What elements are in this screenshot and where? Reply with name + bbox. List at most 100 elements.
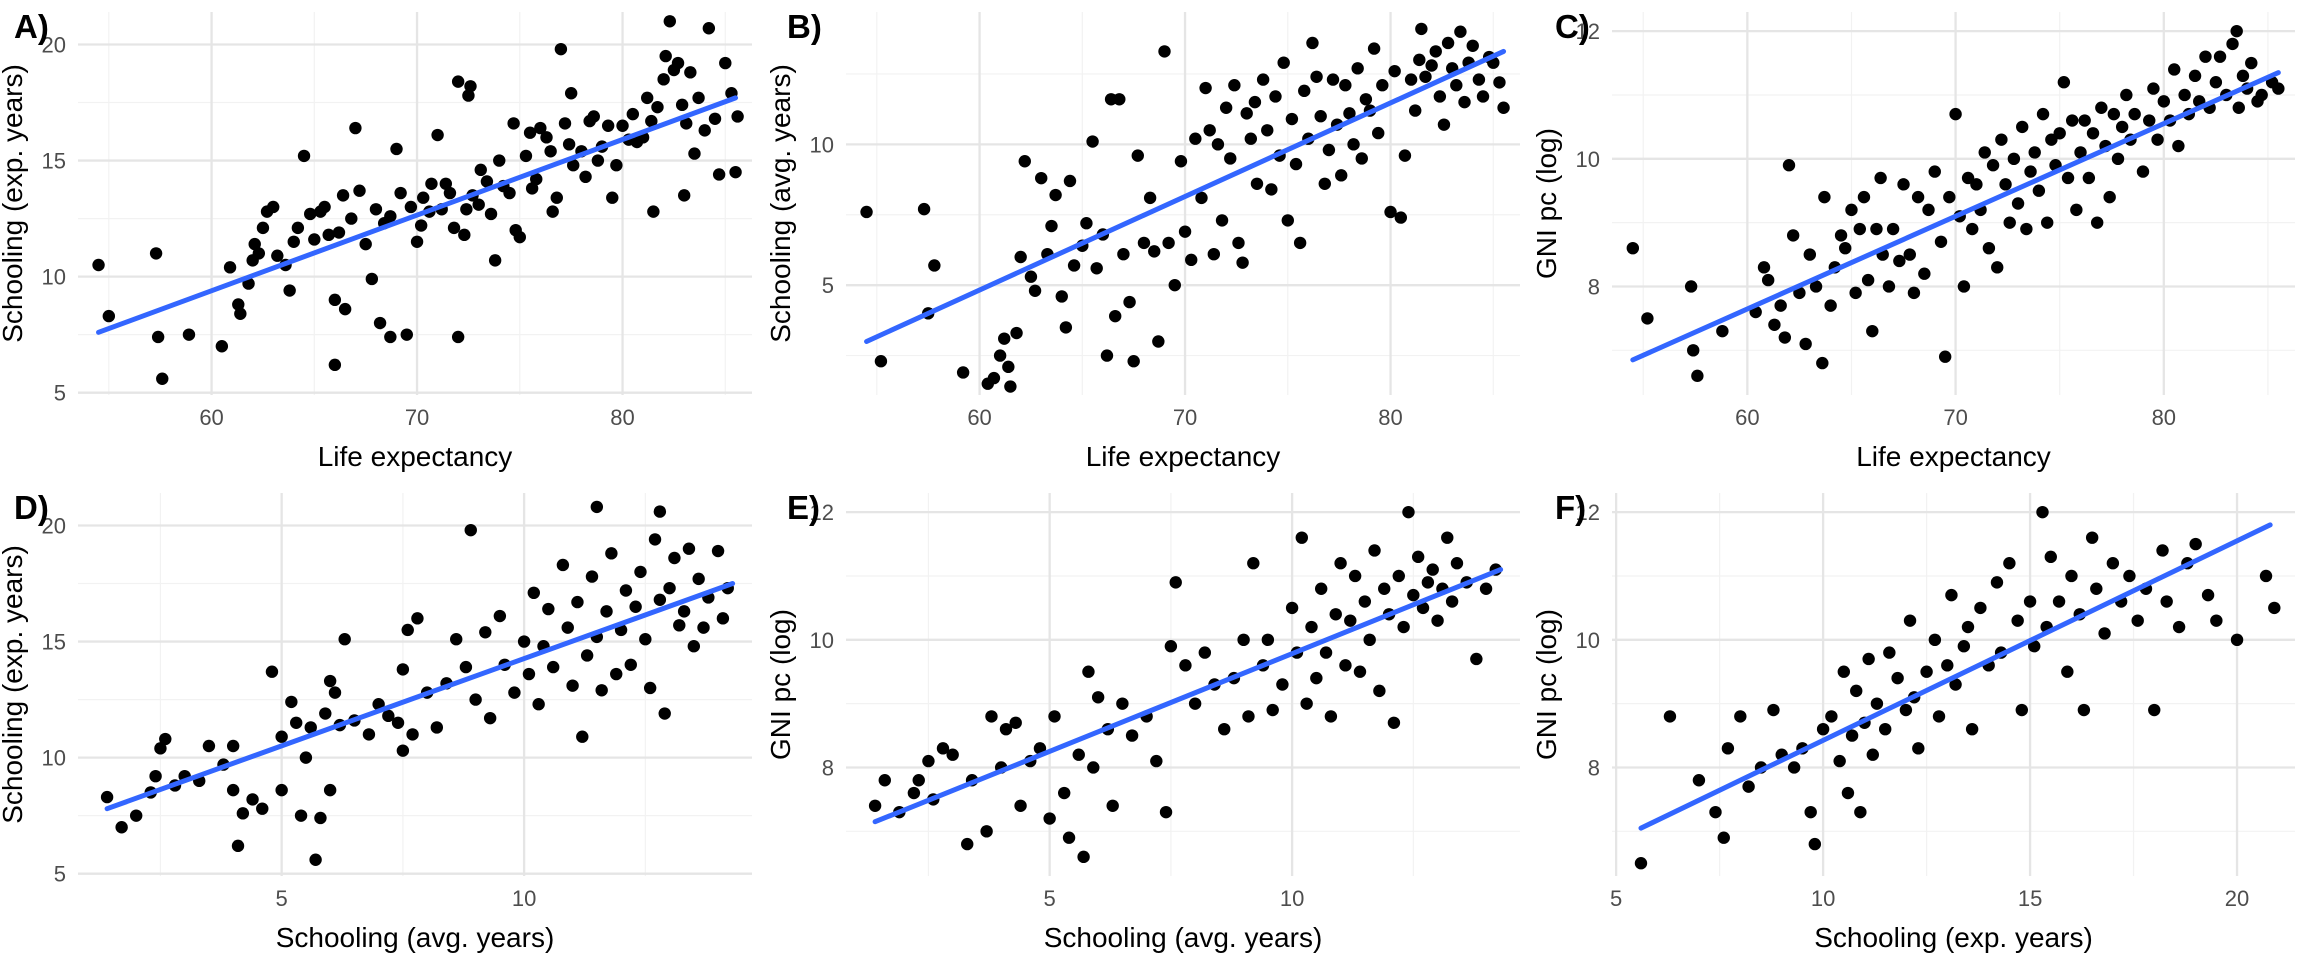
data-point — [1466, 39, 1479, 52]
data-point — [1164, 640, 1178, 653]
data-point — [2259, 569, 2273, 583]
data-point — [231, 839, 245, 853]
data-point — [987, 371, 1001, 385]
data-point — [1476, 90, 1490, 103]
data-point — [698, 124, 711, 137]
data-point — [2115, 120, 2129, 134]
data-point — [1441, 36, 1455, 50]
data-point — [2052, 595, 2066, 608]
y-axis-title: Schooling (avg. years) — [765, 64, 796, 343]
y-tick-label: 5 — [822, 273, 834, 298]
data-point — [2157, 95, 2171, 108]
data-point — [1199, 81, 1212, 95]
data-point — [517, 635, 531, 648]
data-point — [1974, 601, 1987, 615]
data-point — [507, 117, 520, 130]
data-point — [1009, 716, 1022, 729]
data-point — [999, 722, 1013, 736]
data-point — [1087, 761, 1100, 774]
data-point — [712, 168, 726, 181]
data-point — [1837, 665, 1851, 678]
data-point — [1242, 710, 1255, 723]
data-point — [1293, 236, 1307, 250]
data-point — [688, 147, 701, 160]
data-point — [2077, 703, 2091, 717]
data-point — [1949, 678, 1962, 691]
data-point — [907, 786, 921, 800]
data-point — [513, 230, 526, 244]
data-point — [1398, 149, 1412, 162]
data-point — [488, 254, 502, 267]
data-point — [401, 623, 414, 637]
data-point — [100, 790, 114, 804]
data-point — [2106, 557, 2120, 570]
data-point — [1300, 697, 1313, 710]
y-axis-title: Schooling (exp. years) — [0, 545, 28, 824]
data-point — [1833, 754, 1846, 768]
data-point — [252, 247, 266, 260]
data-point — [544, 145, 557, 158]
data-point — [562, 138, 576, 151]
data-point — [1086, 135, 1099, 148]
data-point — [151, 330, 165, 344]
x-tick-label: 60 — [199, 405, 223, 430]
data-point — [1774, 299, 1787, 312]
data-point — [265, 665, 279, 678]
x-tick-label: 60 — [1735, 405, 1759, 430]
data-point — [451, 330, 465, 344]
data-point — [1392, 569, 1405, 583]
data-point — [2023, 595, 2037, 608]
data-point — [1384, 205, 1397, 219]
data-point — [2230, 24, 2243, 38]
data-point — [1897, 178, 1910, 191]
data-point — [1077, 850, 1090, 864]
data-point — [232, 298, 245, 311]
data-point — [534, 121, 547, 135]
data-point — [600, 605, 613, 618]
data-point — [1248, 95, 1262, 109]
data-point — [1024, 270, 1038, 283]
y-tick-label: 5 — [54, 862, 66, 887]
panel-tag: A) — [14, 8, 49, 45]
data-point — [1090, 262, 1103, 275]
data-point — [336, 189, 350, 202]
data-point — [1734, 710, 1747, 723]
data-point — [1450, 79, 1463, 92]
data-point — [1189, 132, 1202, 145]
data-point — [1091, 691, 1105, 704]
data-point — [643, 681, 657, 695]
data-point — [2090, 582, 2103, 595]
data-point — [1219, 101, 1233, 114]
data-point — [1143, 191, 1157, 205]
data-point — [2086, 127, 2100, 140]
data-point — [1211, 138, 1225, 151]
data-point — [519, 149, 533, 163]
data-point — [731, 110, 744, 123]
data-point — [1367, 42, 1381, 55]
data-point — [1240, 107, 1253, 120]
data-point — [223, 261, 237, 274]
data-point — [1295, 531, 1308, 544]
y-axis-title: GNI pc (log) — [765, 609, 796, 760]
data-point — [680, 117, 693, 130]
data-point — [527, 586, 540, 600]
data-point — [297, 149, 311, 163]
data-point — [1058, 786, 1071, 800]
data-point — [874, 355, 888, 368]
data-point — [2053, 127, 2066, 140]
data-point — [579, 170, 592, 184]
data-point — [1717, 831, 1730, 844]
y-tick-label: 15 — [42, 630, 66, 655]
data-point — [2268, 601, 2281, 615]
data-point — [1358, 595, 1372, 608]
data-point — [115, 821, 128, 834]
data-point — [946, 748, 959, 761]
data-point — [922, 754, 935, 768]
data-point — [629, 600, 642, 613]
data-point — [564, 87, 578, 100]
data-point — [1803, 248, 1817, 261]
data-point — [1236, 256, 1249, 269]
x-tick-label: 80 — [2152, 405, 2176, 430]
